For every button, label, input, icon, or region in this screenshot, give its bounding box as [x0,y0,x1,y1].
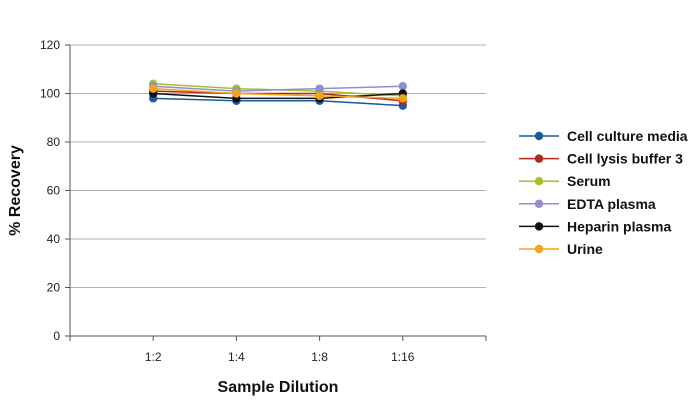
series-line [153,87,403,100]
data-point [315,91,324,101]
y-tick-label: 120 [40,38,60,52]
series-lines [153,83,403,107]
data-point [149,84,158,93]
legend-label: Urine [567,241,603,257]
data-point [232,89,241,98]
legend-item: Heparin plasma [519,218,671,234]
legend-item: Urine [519,241,603,257]
x-tick-label: 1:16 [391,350,415,364]
x-axis-ticks: 1:2 1:4 1:8 1:16 [69,336,487,364]
legend-label: Serum [567,173,611,189]
gridlines [70,44,486,288]
series-points [149,79,407,110]
legend-item: Cell lysis buffer 3 [519,151,683,167]
y-tick-label: 60 [47,184,61,198]
series-line [153,92,403,100]
data-point [315,84,324,93]
legend-swatch-marker [534,199,544,208]
series-line [153,97,403,107]
y-tick-label: 80 [47,135,61,149]
legend-label: EDTA plasma [567,196,656,212]
legend-label: Cell culture media [567,128,688,144]
y-tick-label: 20 [47,281,61,295]
legend: Cell culture media Cell lysis buffer 3 Ser… [519,128,688,257]
y-axis-title: % Recovery [7,145,24,236]
x-tick-label: 1:8 [311,350,328,364]
y-tick-label: 40 [47,232,61,246]
legend-swatch-marker [534,154,544,163]
legend-item: Cell culture media [519,128,688,144]
x-tick-label: 1:2 [145,350,162,364]
y-tick-label: 0 [53,329,60,343]
legend-swatch-marker [534,131,544,141]
legend-swatch-marker [534,244,544,254]
data-point [398,94,407,103]
legend-item: EDTA plasma [519,196,656,212]
data-point [398,82,407,91]
y-tick-label: 100 [40,87,60,101]
legend-swatch-marker [534,177,544,186]
legend-label: Cell lysis buffer 3 [567,151,683,167]
legend-item: Serum [519,173,611,189]
series-line [153,85,403,92]
y-axis-ticks: 0 20 40 60 80 100 120 [40,38,70,343]
x-tick-label: 1:4 [228,350,245,364]
x-axis-title: Sample Dilution [218,379,339,396]
legend-label: Heparin plasma [567,218,671,234]
legend-swatch-marker [534,222,544,231]
